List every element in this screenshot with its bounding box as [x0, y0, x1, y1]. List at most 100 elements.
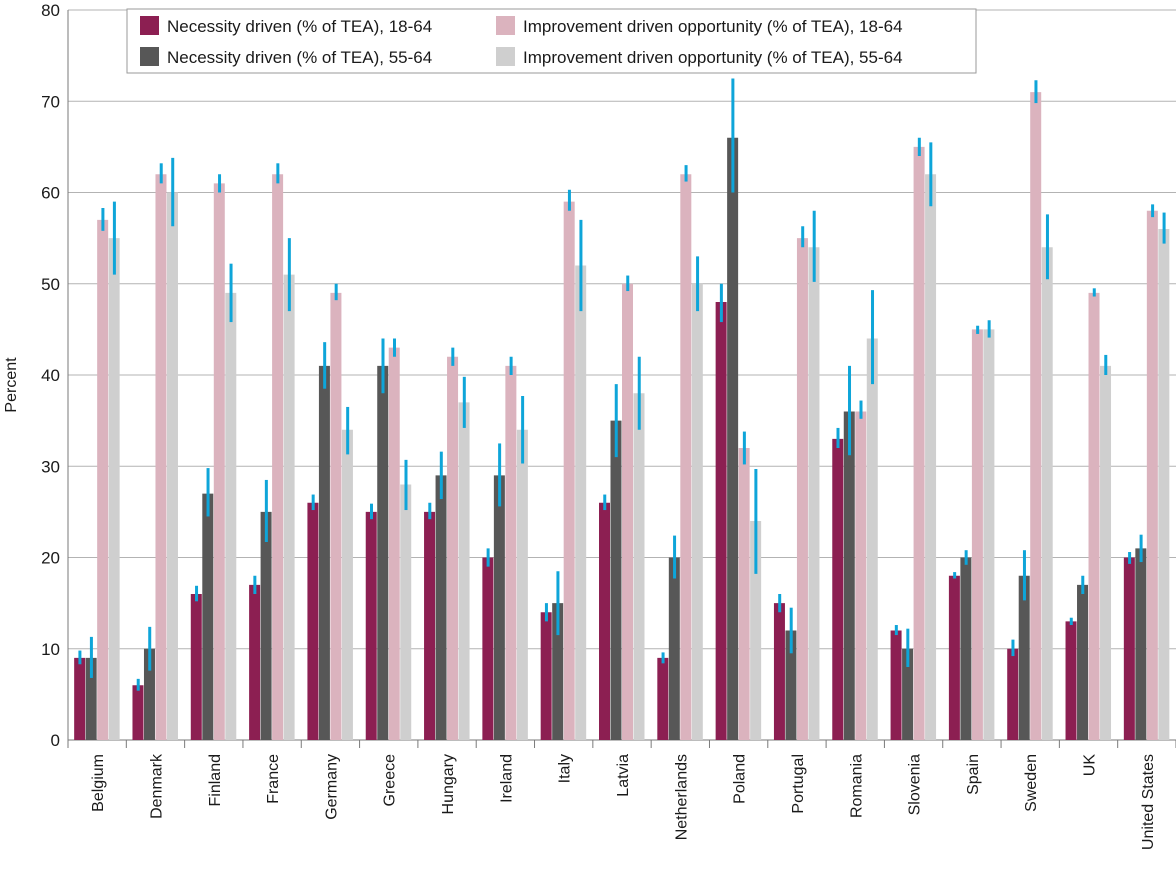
- bar: [1007, 648, 1019, 740]
- bar: [913, 146, 925, 740]
- bar: [1146, 210, 1158, 740]
- x-tick-label: Germany: [323, 754, 340, 820]
- x-tick-label: Ireland: [498, 754, 515, 803]
- bar: [960, 557, 972, 740]
- bar: [599, 502, 610, 740]
- bar: [435, 475, 447, 740]
- x-tick-label: Netherlands: [673, 754, 690, 840]
- bar: [715, 302, 727, 740]
- bar: [85, 657, 97, 740]
- bar: [272, 174, 284, 740]
- bar: [377, 365, 389, 740]
- bar: [155, 174, 167, 740]
- bar: [738, 448, 750, 740]
- y-tick-label: 80: [41, 1, 60, 20]
- legend-label: Necessity driven (% of TEA), 55-64: [167, 48, 432, 67]
- y-tick-label: 60: [41, 184, 60, 203]
- bar: [388, 347, 400, 740]
- bar: [657, 657, 669, 740]
- bar: [400, 484, 412, 740]
- bar: [1041, 247, 1053, 740]
- bar: [633, 393, 645, 740]
- bars: [74, 92, 1170, 740]
- bar: [563, 201, 575, 740]
- bar: [925, 174, 937, 740]
- bar: [575, 265, 587, 740]
- bar: [330, 292, 342, 740]
- bar: [108, 238, 120, 740]
- bar: [1018, 575, 1030, 740]
- bar: [552, 603, 564, 740]
- bar: [190, 594, 202, 740]
- y-tick-label: 20: [41, 549, 60, 568]
- bar: [505, 365, 517, 740]
- legend-swatch: [496, 47, 515, 66]
- bar: [493, 475, 505, 740]
- bar: [424, 511, 436, 740]
- bar: [307, 502, 319, 740]
- y-tick-label: 50: [41, 275, 60, 294]
- bar: [622, 283, 633, 740]
- y-tick-label: 30: [41, 457, 60, 476]
- x-tick-label: Belgium: [90, 754, 107, 812]
- x-tick-label: UK: [1082, 754, 1099, 777]
- bar: [727, 137, 739, 740]
- legend-box: [126, 8, 977, 74]
- x-tick-label: Greece: [382, 754, 399, 807]
- bar: [447, 356, 459, 740]
- x-tick-label: Hungary: [440, 754, 457, 814]
- bar: [458, 402, 470, 740]
- bar: [1100, 365, 1112, 740]
- bar: [902, 648, 914, 740]
- x-tick-label: Finland: [207, 754, 224, 806]
- bar: [341, 429, 353, 740]
- bar: [132, 685, 144, 740]
- bar: [482, 557, 494, 740]
- bar: [785, 630, 797, 740]
- bar: [516, 429, 528, 740]
- bar: [1065, 621, 1077, 740]
- bar: [1030, 92, 1042, 740]
- bar: [540, 612, 552, 740]
- legend-swatch: [496, 16, 515, 35]
- bar: [843, 411, 855, 740]
- x-tick-label: Spain: [965, 754, 982, 795]
- bar: [971, 329, 983, 740]
- bar: [74, 657, 86, 740]
- legend-label: Improvement driven opportunity (% of TEA…: [523, 17, 903, 36]
- x-tick-label: Poland: [732, 754, 749, 804]
- bar: [948, 575, 960, 740]
- bar: [750, 521, 762, 740]
- bar: [260, 511, 272, 740]
- bar: [213, 183, 225, 740]
- x-tick-label: Slovenia: [907, 754, 924, 815]
- legend: Necessity driven (% of TEA), 18-64 Necess…: [126, 8, 977, 74]
- y-tick-label: 40: [41, 366, 60, 385]
- bar: [890, 630, 902, 740]
- bar: [691, 283, 703, 740]
- x-axis-labels: Belgium Denmark Finland France Germany Greece…: [90, 753, 1157, 850]
- bar: [1123, 557, 1135, 740]
- bar: [855, 411, 867, 740]
- y-axis-title: Percent: [3, 357, 20, 413]
- bar: [318, 365, 330, 740]
- error-bars: [78, 78, 1166, 691]
- legend-label: Necessity driven (% of TEA), 18-64: [167, 17, 432, 36]
- bar: [225, 292, 237, 740]
- y-tick-label: 10: [41, 640, 60, 659]
- x-tick-label: Portugal: [790, 754, 807, 814]
- x-tick-label: United States: [1140, 754, 1157, 850]
- x-tick-label: Italy: [557, 754, 574, 783]
- bar: [832, 438, 844, 740]
- x-tick-label: Denmark: [148, 753, 165, 819]
- bar: [796, 238, 808, 740]
- x-tick-label: France: [265, 754, 282, 804]
- legend-swatch: [140, 47, 159, 66]
- bar: [97, 219, 109, 740]
- bar: [202, 493, 214, 740]
- bar: [668, 557, 680, 740]
- bar: [283, 274, 295, 740]
- bar: [773, 603, 785, 740]
- bar: [983, 329, 995, 740]
